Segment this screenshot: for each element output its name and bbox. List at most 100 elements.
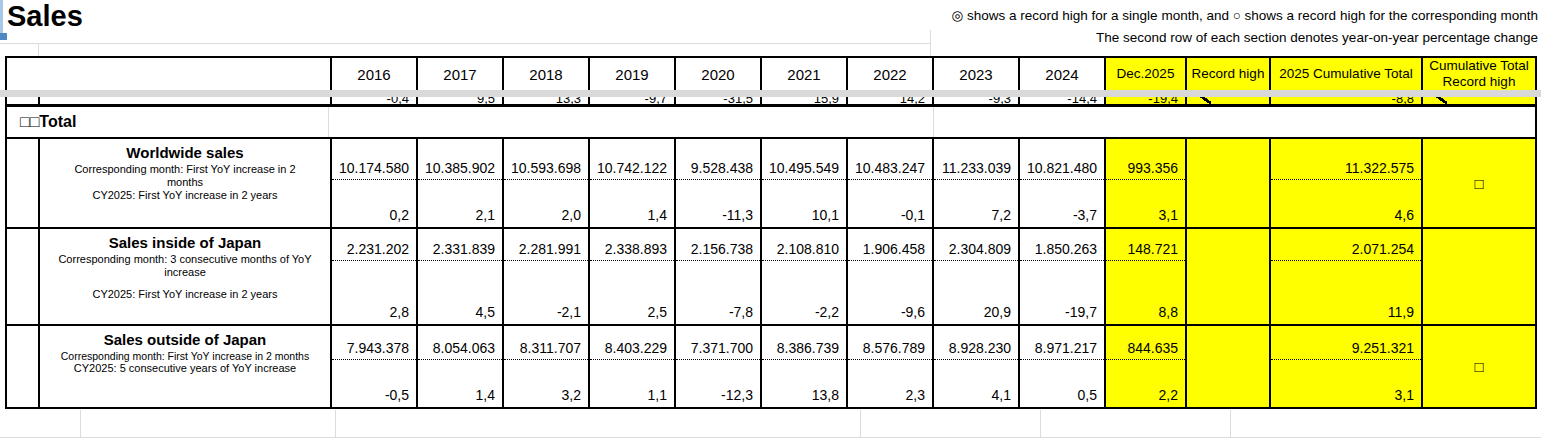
cumulative-total-cell[interactable]: 11.322.5754,6 [1271,139,1423,227]
value-cell[interactable]: 8.928.2304,1 [934,326,1020,407]
section-title-cell[interactable]: □□Total [7,107,1535,137]
value-cell[interactable]: 10.593.6982,0 [504,139,590,227]
value-cell[interactable]: 2.108.810-2,2 [762,229,848,324]
yoy-value: 2,5 [590,261,674,324]
partial-yoy-cell[interactable]: -14,4 [1020,97,1106,104]
cumulative-total-cell[interactable]: 2.071.25411,9 [1271,229,1423,324]
blank-cell[interactable] [7,326,40,407]
partial-cumulative-record-slash-cell[interactable] [1423,97,1535,104]
year-header-cell[interactable]: 2024 [1020,58,1106,90]
blank-cell[interactable] [7,97,40,104]
dec-2025-value-cell[interactable]: 148.7218,8 [1106,229,1187,324]
partial-yoy-value: -31,5 [723,97,753,104]
value-cell[interactable]: 11.233.0397,2 [934,139,1020,227]
sales-value: 148.721 [1106,229,1185,261]
value-cell[interactable]: 7.371.700-12,3 [676,326,762,407]
row-note-month: Corresponding month: First YoY increase … [59,163,311,189]
dec-2025-value-cell[interactable]: 993.3563,1 [1106,139,1187,227]
value-cell[interactable]: 7.943.378-0,5 [332,326,418,407]
year-header-cell[interactable]: 2020 [676,58,762,90]
cell-selection-handle[interactable] [0,33,7,40]
partial-cumulative-value: -8,8 [1392,97,1414,104]
row-label-cell[interactable]: Worldwide salesCorresponding month: Firs… [40,139,332,227]
table-header-row: 201620172018201920202021202220232024Dec.… [7,58,1535,90]
partial-dec-cell[interactable]: -19,4 [1106,97,1187,104]
value-cell[interactable]: 2.304.80920,9 [934,229,1020,324]
value-cell[interactable]: 10.483.247-0,1 [848,139,934,227]
blank-cell[interactable] [7,139,40,227]
year-header-cell[interactable]: 2016 [332,58,418,90]
sales-value: 1.850.263 [1020,229,1104,261]
value-cell[interactable]: 8.971.2170,5 [1020,326,1106,407]
sales-value: 8.971.217 [1020,326,1104,360]
cumulative-total-header-cell[interactable]: 2025 Cumulative Total [1271,58,1423,90]
partial-yoy-cell[interactable]: -9,3 [934,97,1020,104]
blank-cell[interactable] [7,229,40,324]
record-high-cell[interactable] [1187,139,1271,227]
value-cell[interactable]: 1.850.263-19,7 [1020,229,1106,324]
value-cell[interactable]: 2.281.991-2,1 [504,229,590,324]
sales-value: 9.251.321 [1271,326,1421,360]
data-row: Worldwide salesCorresponding month: Firs… [7,139,1535,229]
blank-cell[interactable] [40,97,332,104]
cumulative-record-high-cell[interactable]: □ [1423,326,1535,407]
row-label-cell[interactable]: Sales inside of JapanCorresponding month… [40,229,332,324]
record-high-cell[interactable] [1187,229,1271,324]
cumulative-total-cell[interactable]: 9.251.3213,1 [1271,326,1423,407]
frozen-pane-divider[interactable] [0,90,1541,97]
year-header-cell[interactable]: 2022 [848,58,934,90]
value-cell[interactable]: 10.385.9022,1 [418,139,504,227]
record-high-header-cell[interactable]: Record high [1187,58,1271,90]
partial-yoy-cell[interactable]: 14,2 [848,97,934,104]
yoy-value: 13,8 [762,360,846,407]
value-cell[interactable]: 8.054.0631,4 [418,326,504,407]
partial-yoy-value: 15,9 [814,97,839,104]
yoy-value: 0,5 [1020,360,1104,407]
sales-value: 844.635 [1106,326,1185,360]
cumulative-record-high-cell[interactable]: □ [1423,139,1535,227]
value-cell[interactable]: 2.231.2022,8 [332,229,418,324]
value-cell[interactable]: 1.906.458-9,6 [848,229,934,324]
value-cell[interactable]: 8.311.7073,2 [504,326,590,407]
cumulative-record-high-header-cell[interactable]: Cumulative Total Record high [1423,58,1535,90]
corner-header-cell[interactable] [7,58,332,90]
value-cell[interactable]: 8.403.2291,1 [590,326,676,407]
partial-record-high-slash-cell[interactable] [1187,97,1271,104]
row-label-cell[interactable]: Sales outside of JapanCorresponding mont… [40,326,332,407]
partial-yoy-cell[interactable]: 15,9 [762,97,848,104]
year-header-cell[interactable]: 2017 [418,58,504,90]
partial-yoy-cell[interactable]: -31,5 [676,97,762,104]
yoy-value: -19,7 [1020,261,1104,324]
value-cell[interactable]: 2.338.8932,5 [590,229,676,324]
record-high-cell[interactable] [1187,326,1271,407]
value-cell[interactable]: 8.576.7892,3 [848,326,934,407]
partial-yoy-cell[interactable]: -9,7 [590,97,676,104]
sales-value: 2.156.738 [676,229,760,261]
yoy-value: 7,2 [934,180,1018,227]
value-cell[interactable]: 8.386.73913,8 [762,326,848,407]
year-header-cell[interactable]: 2021 [762,58,848,90]
sheet-title[interactable]: Sales [7,0,83,33]
value-cell[interactable]: 10.821.480-3,7 [1020,139,1106,227]
year-header-cell[interactable]: 2018 [504,58,590,90]
cumulative-record-high-cell[interactable] [1423,229,1535,324]
yoy-value: 8,8 [1106,261,1185,324]
sales-value: 2.108.810 [762,229,846,261]
partial-yoy-cell[interactable]: 9,5 [418,97,504,104]
value-cell[interactable]: 10.174.5800,2 [332,139,418,227]
partial-cumulative-cell[interactable]: -8,8 [1271,97,1423,104]
gridline [0,43,930,44]
year-header-cell[interactable]: 2019 [590,58,676,90]
dec-2025-value-cell[interactable]: 844.6352,2 [1106,326,1187,407]
partial-yoy-cell[interactable]: 13,3 [504,97,590,104]
partial-yoy-cell[interactable]: -0,4 [332,97,418,104]
sales-value: 10.742.122 [590,139,674,180]
value-cell[interactable]: 10.495.54910,1 [762,139,848,227]
dec-2025-header-cell[interactable]: Dec.2025 [1106,58,1187,90]
value-cell[interactable]: 10.742.1221,4 [590,139,676,227]
value-cell[interactable]: 9.528.438-11,3 [676,139,762,227]
section-title-row: □□Total [7,105,1535,139]
year-header-cell[interactable]: 2023 [934,58,1020,90]
value-cell[interactable]: 2.331.8394,5 [418,229,504,324]
value-cell[interactable]: 2.156.738-7,8 [676,229,762,324]
